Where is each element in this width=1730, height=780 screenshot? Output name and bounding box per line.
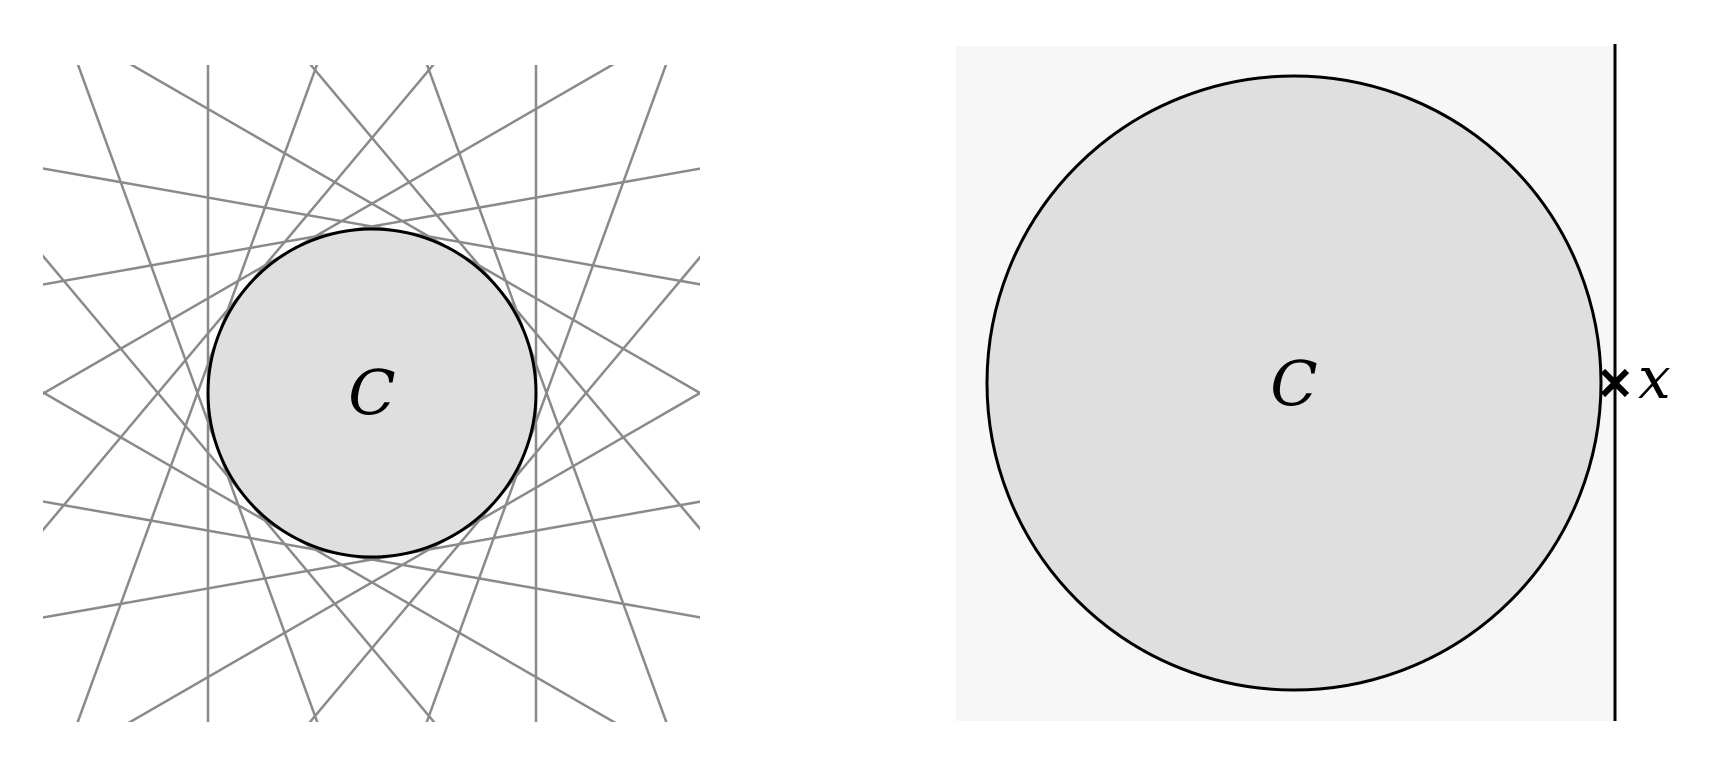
point-x-marker [1600,368,1630,398]
set-label-left: C [348,356,395,429]
point-x-label: x [1638,344,1671,412]
convex-set-circle-large [985,74,1603,692]
convex-set-circle [206,227,538,559]
right-panel: x C [956,44,1671,721]
set-label-right: C [1270,347,1317,420]
left-panel: C [43,65,700,722]
